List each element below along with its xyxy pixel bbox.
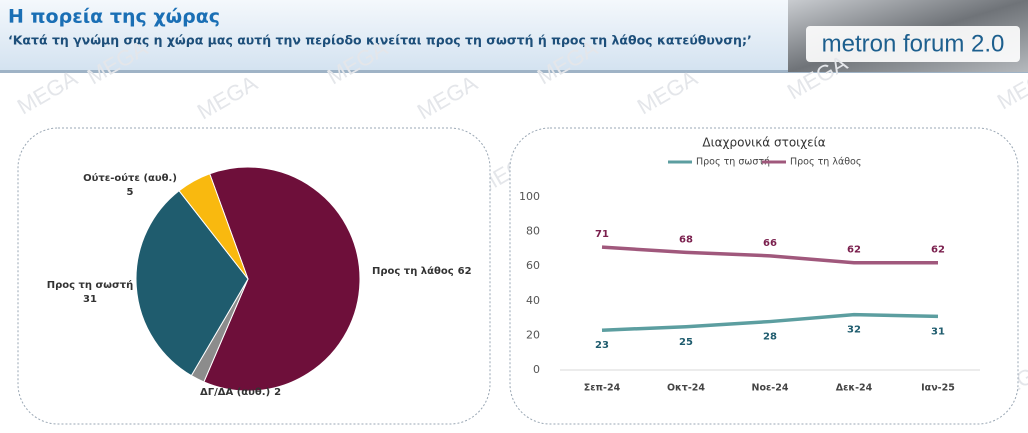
y-tick-label: 80 (526, 225, 540, 238)
header-rule (0, 70, 1028, 73)
slice-label-value: 31 (83, 294, 97, 305)
x-tick-label: Δεκ-24 (836, 383, 873, 394)
pie-slice (178, 173, 249, 280)
watermark: MEGA (413, 70, 482, 124)
slice-label-name: Προς τη σωστή (47, 279, 134, 291)
slice-label-value: 62 (458, 266, 472, 277)
data-label: 62 (847, 245, 861, 256)
logo-text: metron forum 2.0 (822, 30, 1005, 57)
data-label: 31 (931, 326, 945, 337)
pie-slice (203, 166, 361, 392)
x-tick-label: Ιαν-25 (921, 383, 955, 394)
page-title: Η πορεία της χώρας (8, 6, 220, 28)
y-tick-label: 40 (526, 294, 540, 307)
line-panel (509, 127, 1019, 425)
data-label: 66 (763, 238, 777, 249)
data-label: 25 (679, 337, 693, 348)
series-line (601, 312, 939, 332)
x-tick-label: Σεπ-24 (584, 383, 621, 394)
slice-label-value: 5 (127, 187, 134, 198)
y-tick-label: 20 (526, 328, 540, 341)
legend-label: Προς τη λάθος (790, 157, 861, 168)
y-tick-label: 0 (533, 363, 540, 376)
legend-label: Προς τη σωστή (696, 157, 770, 168)
watermark: MEGA (193, 70, 262, 124)
slice-label-value: 2 (274, 387, 281, 398)
data-label: 23 (595, 340, 609, 351)
data-label: 62 (931, 245, 945, 256)
slice-label: ΔΓ/ΔΑ (αυθ.) 2 (200, 387, 281, 398)
data-label: 28 (763, 332, 777, 343)
slice-label: Προς τη λάθος 62 (372, 265, 472, 277)
data-label: 71 (595, 229, 609, 240)
watermark: MEGA (13, 65, 82, 119)
data-label: 68 (679, 234, 693, 245)
y-tick-label: 100 (519, 190, 540, 203)
logo-box (806, 26, 1020, 62)
slice-label-name: ΔΓ/ΔΑ (αυθ.) (200, 387, 270, 398)
slice-label-name: Ούτε-ούτε (αυθ.) (83, 172, 177, 184)
page-subtitle: ‘Κατά τη γνώμη σας η χώρα μας αυτή την π… (8, 33, 752, 48)
chart-title: Διαχρονικά στοιχεία (702, 136, 825, 150)
y-tick-label: 60 (526, 259, 540, 272)
series-line (601, 245, 938, 265)
slice-label-name: Προς τη λάθος (372, 265, 454, 277)
pie-slice (135, 190, 249, 377)
watermark: MEGA (633, 65, 702, 119)
x-tick-label: Νοε-24 (752, 383, 789, 394)
data-label: 32 (847, 325, 861, 336)
x-tick-label: Οκτ-24 (667, 383, 705, 394)
